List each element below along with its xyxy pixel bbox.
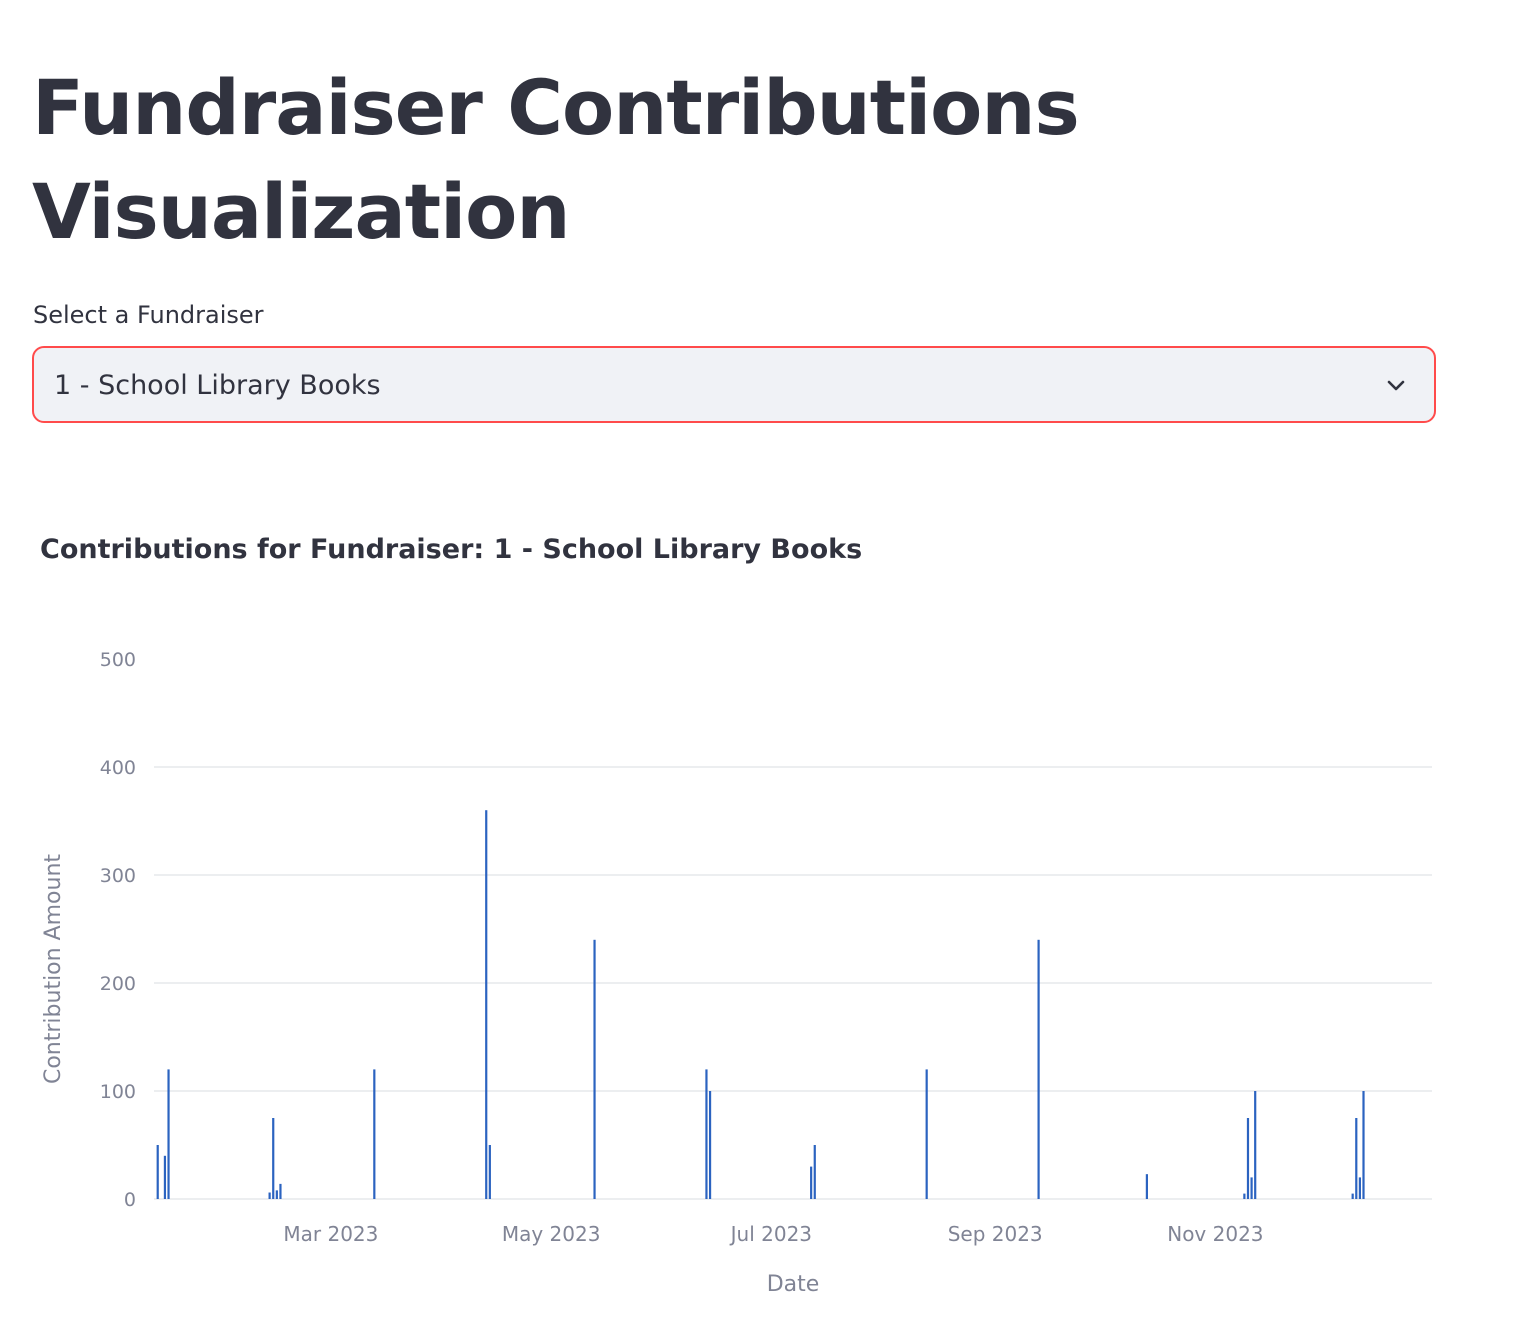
x-tick-label: Jul 2023 xyxy=(729,1222,812,1246)
bar xyxy=(1355,1118,1358,1199)
bar xyxy=(1358,1177,1361,1199)
bar xyxy=(272,1118,275,1199)
chart-container: Contributions for Fundraiser: 1 - School… xyxy=(0,500,1536,1330)
y-tick-label: 400 xyxy=(100,757,136,779)
chart-title: Contributions for Fundraiser: 1 - School… xyxy=(40,534,862,565)
bar xyxy=(925,1069,928,1199)
bar xyxy=(1145,1174,1148,1199)
bar xyxy=(708,1091,712,1199)
bar xyxy=(1243,1193,1246,1199)
bar xyxy=(275,1190,278,1199)
bar xyxy=(1351,1193,1354,1199)
x-tick-label: Mar 2023 xyxy=(283,1222,378,1246)
bar xyxy=(167,1069,170,1199)
bar xyxy=(279,1183,282,1199)
bar xyxy=(593,939,596,1199)
y-tick-label: 0 xyxy=(124,1189,136,1211)
bar xyxy=(156,1145,159,1199)
y-tick-label: 100 xyxy=(100,1081,136,1103)
x-tick-label: Sep 2023 xyxy=(948,1222,1043,1246)
select-value: 1 - School Library Books xyxy=(54,370,381,401)
bar xyxy=(1037,939,1040,1199)
x-tick-label: Nov 2023 xyxy=(1167,1222,1263,1246)
bar xyxy=(1250,1177,1253,1199)
bar xyxy=(705,1069,708,1199)
bar xyxy=(1362,1091,1365,1199)
select-label: Select a Fundraiser xyxy=(33,301,264,329)
bar-chart: Contributions for Fundraiser: 1 - School… xyxy=(40,534,1432,1297)
y-axis-title: Contribution Amount xyxy=(41,854,66,1084)
bar xyxy=(163,1155,167,1199)
bar xyxy=(1254,1091,1257,1199)
fundraiser-select[interactable]: 1 - School Library Books xyxy=(32,346,1436,423)
bar xyxy=(810,1166,813,1199)
bar xyxy=(268,1192,271,1199)
bar xyxy=(813,1145,816,1199)
x-tick-label: May 2023 xyxy=(502,1222,601,1246)
x-axis-title: Date xyxy=(767,1272,820,1297)
bar xyxy=(485,810,488,1199)
y-tick-label: 200 xyxy=(100,973,136,995)
bar xyxy=(488,1145,491,1199)
bar xyxy=(373,1069,376,1199)
chevron-down-icon[interactable] xyxy=(1384,374,1408,398)
page-title: Fundraiser Contributions Visualization xyxy=(32,63,1080,256)
bar xyxy=(1246,1118,1250,1199)
y-tick-label: 300 xyxy=(100,865,136,887)
y-tick-label: 500 xyxy=(100,649,136,671)
